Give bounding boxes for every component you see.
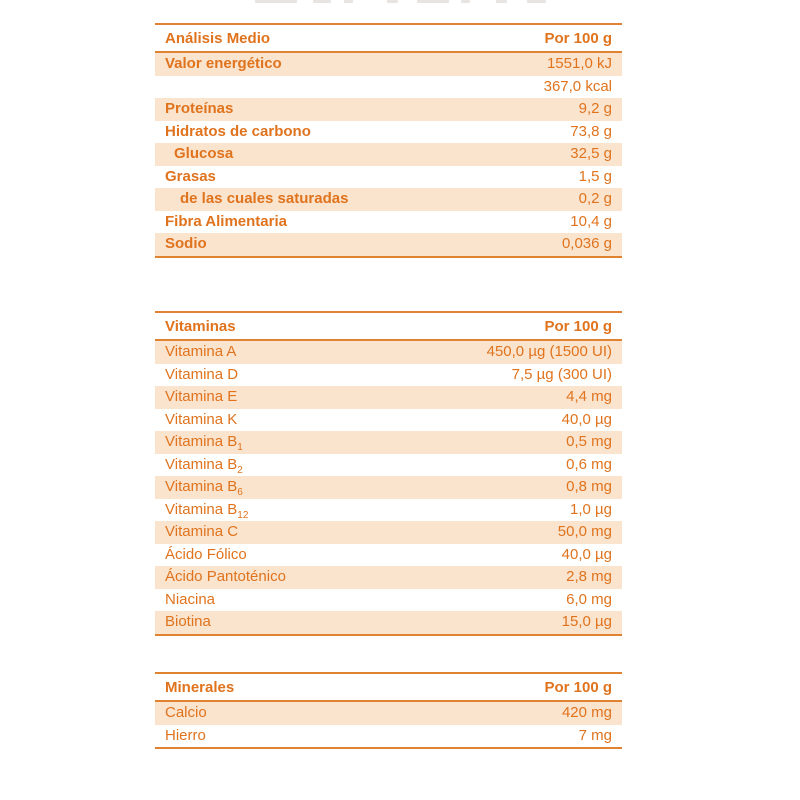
row-label: Vitamina A bbox=[165, 343, 237, 360]
table-row: Grasas 1,5 g bbox=[155, 166, 622, 189]
table-row: Ácido Pantoténico 2,8 mg bbox=[155, 566, 622, 589]
table-row: Vitamina K 40,0 µg bbox=[155, 409, 622, 432]
row-label: Fibra Alimentaria bbox=[165, 212, 287, 230]
row-label: Vitamina B6 bbox=[165, 478, 243, 498]
table-row: Fibra Alimentaria 10,4 g bbox=[155, 211, 622, 234]
row-label: Vitamina K bbox=[165, 410, 238, 428]
row-value: 420 mg bbox=[561, 704, 612, 721]
remnant-dash bbox=[255, 0, 297, 3]
row-value: 2,8 mg bbox=[566, 568, 612, 585]
table-header-row: Vitaminas Por 100 g bbox=[155, 313, 622, 341]
row-value: 0,2 g bbox=[578, 190, 612, 207]
remnant-dash bbox=[496, 0, 507, 3]
row-value: 6,0 mg bbox=[566, 590, 612, 608]
row-value: 0,5 mg bbox=[566, 433, 612, 450]
remnant-dash bbox=[344, 0, 353, 3]
row-label: Vitamina B12 bbox=[165, 500, 249, 521]
row-value: 450,0 µg (1500 UI) bbox=[486, 343, 612, 360]
row-value: 0,036 g bbox=[561, 235, 612, 252]
table-row: Biotina 15,0 µg bbox=[155, 611, 622, 634]
row-label: Vitamina C bbox=[165, 523, 239, 540]
table-body: Calcio 420 mg Hierro 7 mg bbox=[155, 702, 622, 747]
row-label: Vitamina D bbox=[165, 365, 239, 383]
row-value: 367,0 kcal bbox=[543, 77, 612, 95]
row-value: 40,0 µg bbox=[561, 545, 612, 563]
table-row: Niacina 6,0 mg bbox=[155, 589, 622, 612]
remnant-dash bbox=[527, 0, 546, 3]
row-label: Hierro bbox=[165, 726, 206, 744]
row-value: 1,0 µg bbox=[569, 500, 612, 518]
remnant-dash bbox=[461, 0, 470, 3]
row-value: 1,5 g bbox=[578, 167, 612, 185]
table-row: 367,0 kcal bbox=[155, 76, 622, 99]
row-label: Ácido Fólico bbox=[165, 545, 247, 563]
row-value: 40,0 µg bbox=[561, 410, 612, 428]
row-label: Hidratos de carbono bbox=[165, 122, 311, 140]
row-value: 10,4 g bbox=[570, 212, 612, 230]
row-label: Proteínas bbox=[165, 100, 234, 117]
table-row: Vitamina B1 0,5 mg bbox=[155, 431, 622, 454]
row-label: Biotina bbox=[165, 613, 211, 630]
table-row: Hidratos de carbono 73,8 g bbox=[155, 121, 622, 144]
row-label: Vitamina E bbox=[165, 388, 238, 405]
table-row: Vitamina B12 1,0 µg bbox=[155, 499, 622, 522]
table-row: Glucosa 32,5 g bbox=[155, 143, 622, 166]
table-analisis-medio: Análisis Medio Por 100 g Valor energétic… bbox=[155, 23, 622, 258]
table-header-label: Vitaminas bbox=[165, 317, 236, 335]
row-label: Glucosa bbox=[174, 145, 234, 162]
row-value: 9,2 g bbox=[578, 100, 612, 117]
table-vitaminas: Vitaminas Por 100 g Vitamina A 450,0 µg (… bbox=[155, 311, 622, 636]
row-label: Sodio bbox=[165, 235, 207, 252]
row-value: 0,6 mg bbox=[566, 455, 612, 473]
row-value: 0,8 mg bbox=[566, 478, 612, 495]
table-header-label: Minerales bbox=[165, 678, 235, 696]
row-label: Calcio bbox=[165, 704, 207, 721]
table-body: Valor energético 1551,0 kJ 367,0 kcal Prote… bbox=[155, 53, 622, 256]
row-label: Valor energético bbox=[165, 55, 282, 72]
table-row: Proteínas 9,2 g bbox=[155, 98, 622, 121]
row-label: Grasas bbox=[165, 167, 216, 185]
table-minerales: Minerales Por 100 g Calcio 420 mg Hierro 7 … bbox=[155, 672, 622, 749]
cropped-text-remnant bbox=[0, 0, 800, 6]
table-row: Hierro 7 mg bbox=[155, 725, 622, 748]
row-value: 50,0 mg bbox=[557, 523, 612, 540]
row-value: 73,8 g bbox=[570, 122, 612, 140]
table-row: Vitamina B6 0,8 mg bbox=[155, 476, 622, 499]
table-row: Calcio 420 mg bbox=[155, 702, 622, 725]
table-row: Ácido Fólico 40,0 µg bbox=[155, 544, 622, 567]
table-row: Vitamina B2 0,6 mg bbox=[155, 454, 622, 477]
table-body: Vitamina A 450,0 µg (1500 UI) Vitamina D 7,… bbox=[155, 341, 622, 634]
row-value: 4,4 mg bbox=[566, 388, 612, 405]
table-header-unit: Por 100 g bbox=[544, 678, 612, 696]
table-header-row: Minerales Por 100 g bbox=[155, 674, 622, 702]
table-row: Valor energético 1551,0 kJ bbox=[155, 53, 622, 76]
table-row: Vitamina A 450,0 µg (1500 UI) bbox=[155, 341, 622, 364]
row-value: 15,0 µg bbox=[561, 613, 612, 630]
table-header-row: Análisis Medio Por 100 g bbox=[155, 25, 622, 53]
table-header-unit: Por 100 g bbox=[544, 29, 612, 47]
table-row: de las cuales saturadas 0,2 g bbox=[155, 188, 622, 211]
row-label: de las cuales saturadas bbox=[180, 190, 349, 207]
row-value: 7,5 µg (300 UI) bbox=[511, 365, 612, 383]
row-label: Vitamina B2 bbox=[165, 455, 243, 476]
table-header-label: Análisis Medio bbox=[165, 29, 271, 47]
table-row: Vitamina E 4,4 mg bbox=[155, 386, 622, 409]
row-value: 7 mg bbox=[578, 726, 612, 744]
row-value: 32,5 g bbox=[570, 145, 612, 162]
row-label: Ácido Pantoténico bbox=[165, 568, 286, 585]
table-row: Vitamina C 50,0 mg bbox=[155, 521, 622, 544]
row-value: 1551,0 kJ bbox=[546, 55, 612, 72]
remnant-dash bbox=[313, 0, 331, 3]
row-label: Vitamina B1 bbox=[165, 433, 243, 453]
remnant-dash bbox=[387, 0, 398, 3]
table-header-unit: Por 100 g bbox=[544, 317, 612, 335]
row-label: Niacina bbox=[165, 590, 216, 608]
table-row: Sodio 0,036 g bbox=[155, 233, 622, 256]
table-row: Vitamina D 7,5 µg (300 UI) bbox=[155, 364, 622, 387]
remnant-dash bbox=[417, 0, 449, 3]
